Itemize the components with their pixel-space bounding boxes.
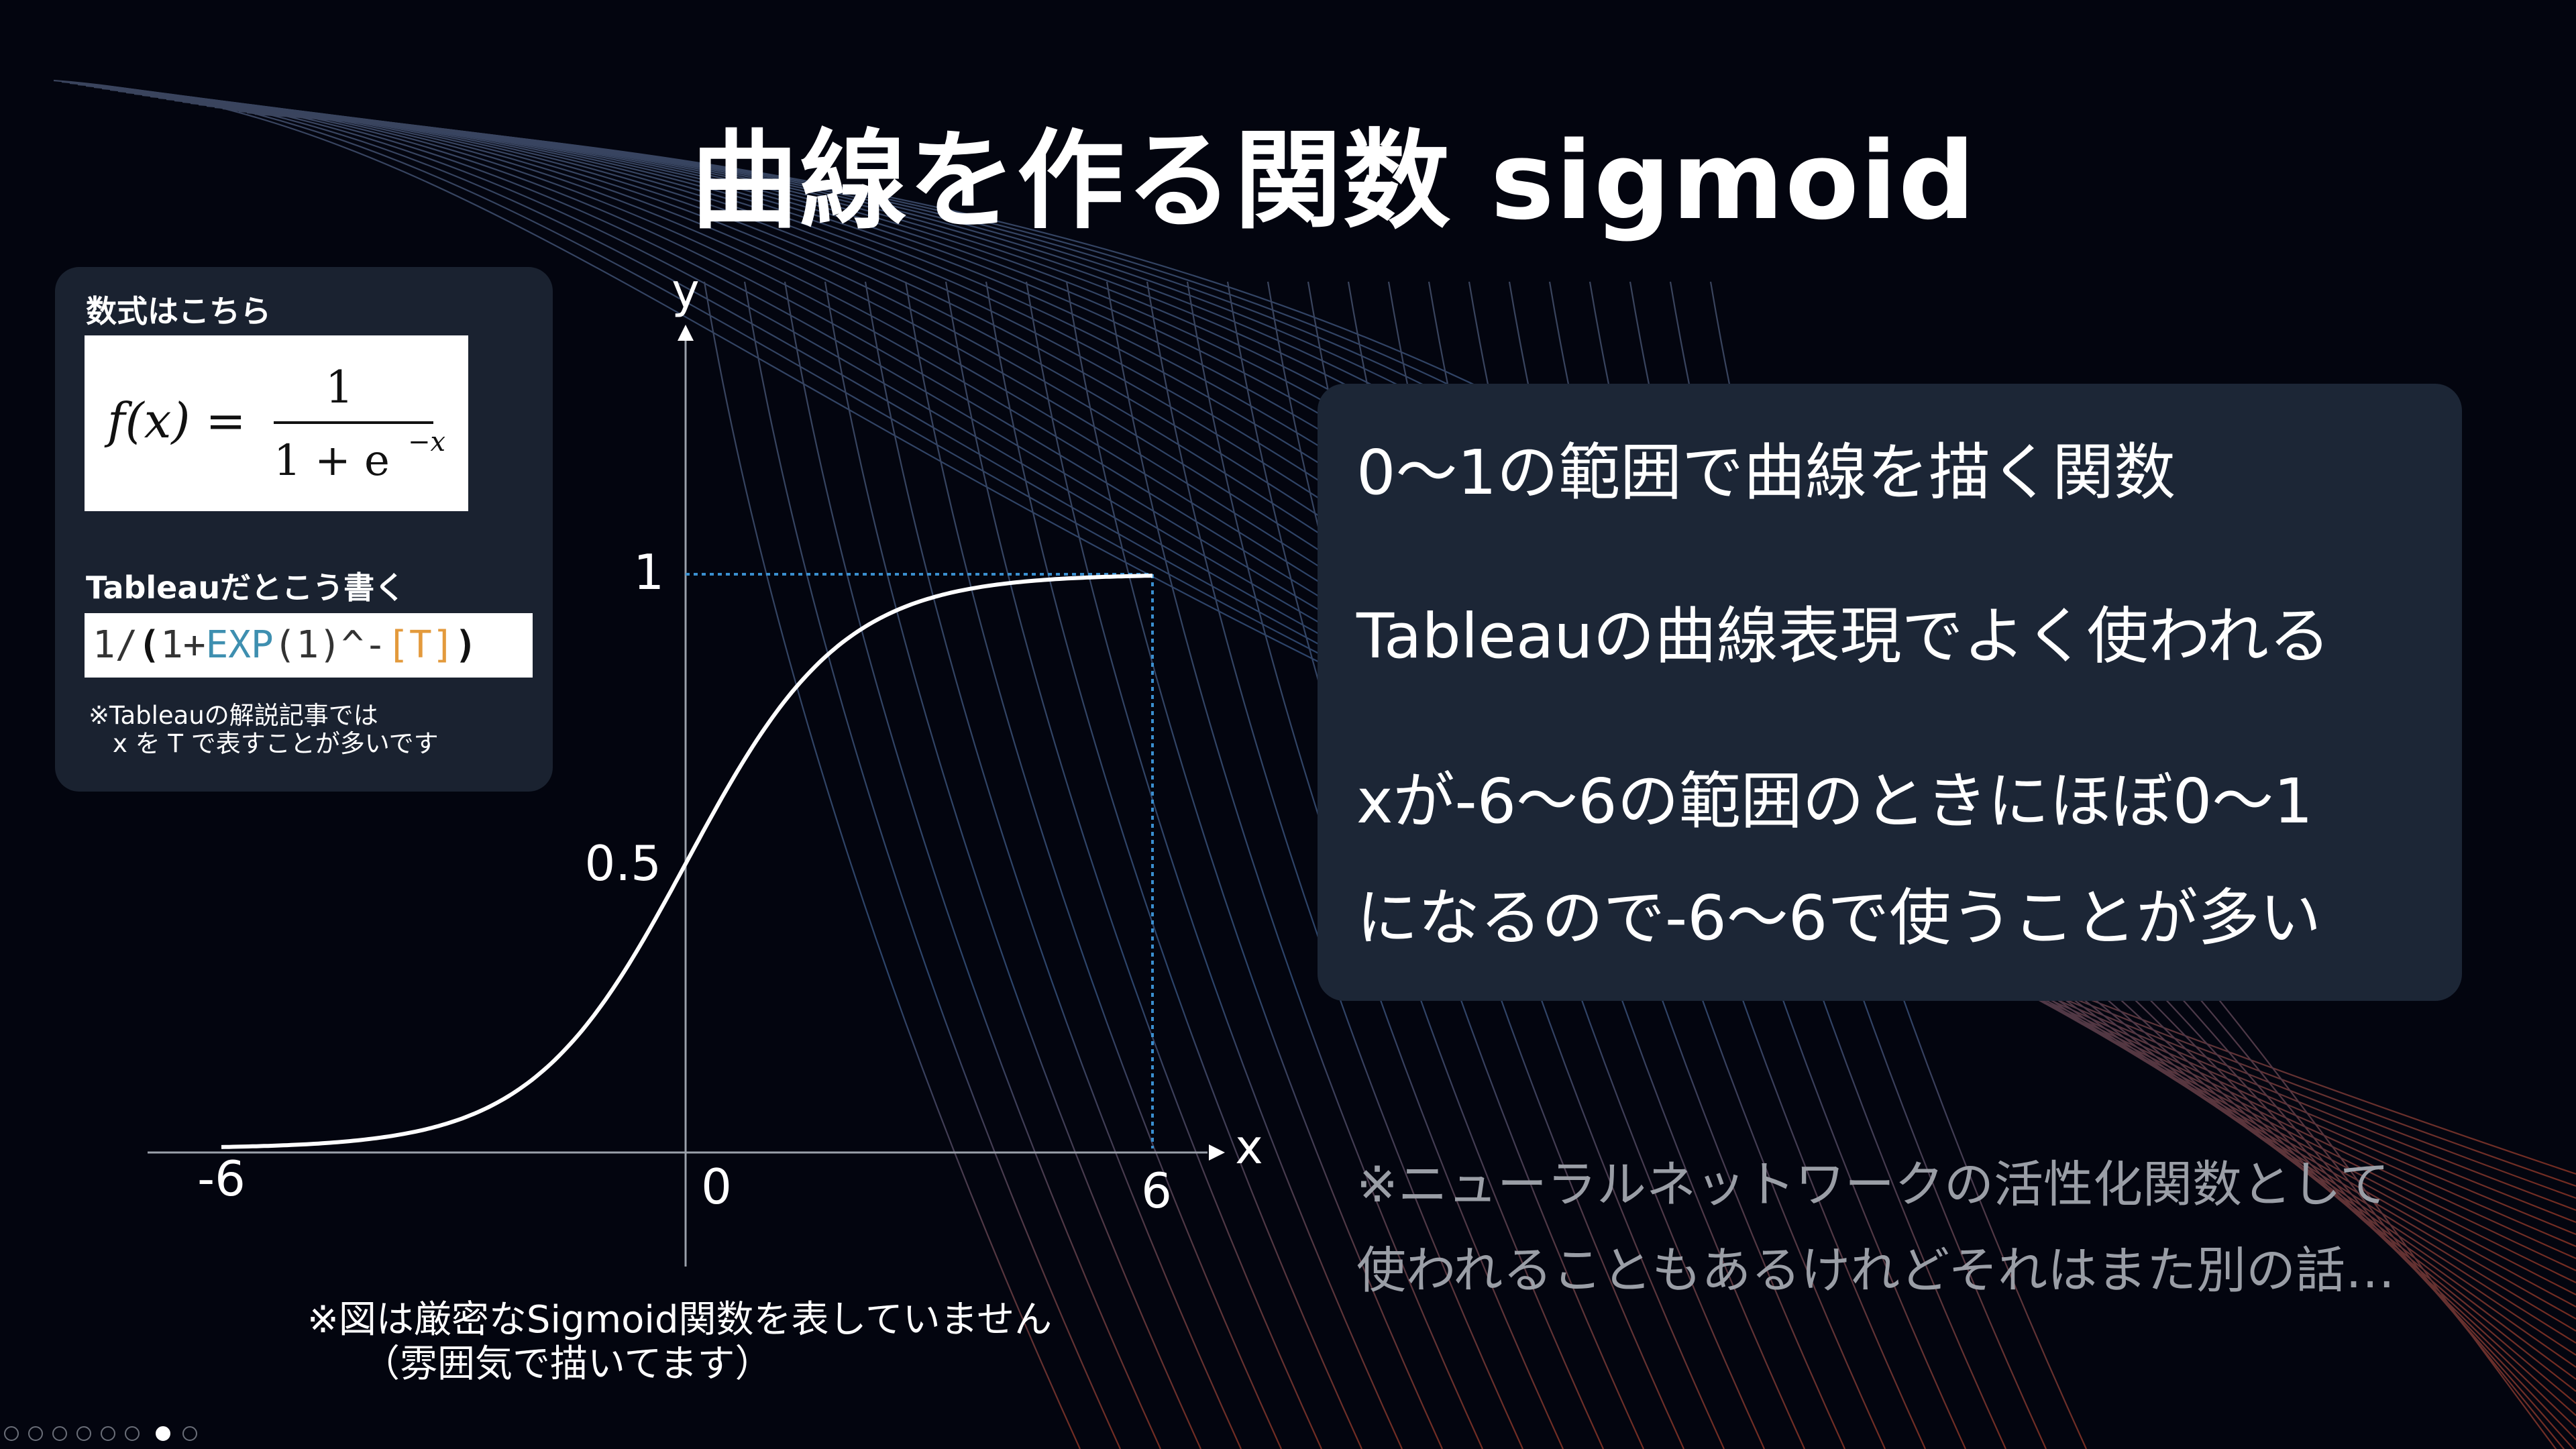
background-line	[1065, 281, 1444, 1449]
background-line	[784, 281, 1162, 1449]
background-line	[125, 91, 2576, 1283]
background-line	[133, 93, 2576, 1295]
code-part3: (1)^-	[273, 623, 387, 667]
pointer-icon[interactable]	[156, 1426, 170, 1441]
description-line2: Tableauの曲線表現でよく使われる	[1356, 600, 2330, 672]
y-axis-arrow-icon	[678, 325, 694, 341]
subtitle-icon[interactable]	[125, 1426, 140, 1441]
page-title: 曲線を作る関数 sigmoid	[691, 118, 1977, 244]
formula-exponent: −x	[408, 427, 445, 458]
code-paren-close: )	[454, 623, 478, 667]
formula-image: f(x) = 1 1 + e −x	[85, 335, 468, 511]
card-note-line1: ※Tableauの解説記事では	[89, 701, 378, 730]
pen-icon[interactable]	[52, 1426, 67, 1441]
background-line	[864, 281, 1242, 1449]
prev-icon[interactable]	[4, 1426, 19, 1441]
code-part1: 1/	[93, 623, 138, 667]
x-axis-label: x	[1235, 1120, 1263, 1175]
background-line	[945, 281, 1323, 1449]
slides-icon[interactable]	[76, 1426, 91, 1441]
x-tick-label: -6	[197, 1150, 246, 1207]
x-tick-label: 0	[701, 1159, 732, 1215]
bottom-note-line2: （雰囲気で描いてます）	[362, 1342, 773, 1386]
side-note-line1: ※ニューラルネットワークの活性化関数として	[1356, 1156, 2390, 1214]
background-line	[904, 281, 1283, 1449]
guide-lines	[686, 573, 1154, 1148]
background-line	[1106, 281, 1484, 1449]
tableau-label: Tableauだとこう書く	[86, 570, 406, 606]
side-note-line2: 使われることもあるけれどそれはまた別の話…	[1356, 1242, 2396, 1299]
y-tick-label: 1	[633, 544, 664, 600]
sigmoid-curve	[221, 574, 1153, 1149]
y-axis	[678, 325, 694, 1267]
background-line	[743, 281, 1122, 1449]
more-icon[interactable]	[182, 1426, 197, 1441]
formula-label: 数式はこちら	[86, 293, 271, 329]
background-line	[824, 281, 1202, 1449]
tableau-code: 1/(1+EXP(1)^-[T])	[85, 613, 533, 678]
next-icon[interactable]	[28, 1426, 43, 1441]
formula-denominator: 1 + e	[274, 436, 390, 486]
zoom-icon[interactable]	[101, 1426, 115, 1441]
bottom-note-line1: ※図は厳密なSigmoid関数を表していません	[307, 1298, 1053, 1342]
background-line	[703, 281, 1081, 1449]
background-line	[985, 281, 1363, 1449]
card-note-line2: x を T で表すことが多いです	[113, 729, 439, 758]
x-axis	[148, 1144, 1225, 1161]
description-line4: になるので-6〜6で使うことが多い	[1356, 882, 2322, 954]
background-line	[1025, 281, 1403, 1449]
x-axis-arrow-icon	[1209, 1144, 1225, 1161]
y-tick-label: 0.5	[584, 835, 661, 892]
code-func: EXP	[205, 623, 274, 667]
description-card	[1318, 384, 2462, 1001]
description-line3: xが-6〜6の範囲のときにほぼ0〜1	[1356, 765, 2313, 837]
description-line1: 0〜1の範囲で曲線を描く関数	[1356, 437, 2176, 508]
x-tick-label: 6	[1141, 1163, 1172, 1219]
background-line	[1146, 281, 1524, 1449]
code-part2: 1+	[160, 623, 206, 667]
code-field: [T]	[386, 623, 455, 667]
code-paren-open: (	[138, 623, 161, 667]
background-line	[142, 94, 2576, 1307]
formula-numerator: 1	[325, 362, 354, 413]
background-line	[150, 95, 2576, 1320]
formula-lhs: f(x) =	[104, 392, 246, 449]
y-axis-label: y	[672, 264, 699, 319]
